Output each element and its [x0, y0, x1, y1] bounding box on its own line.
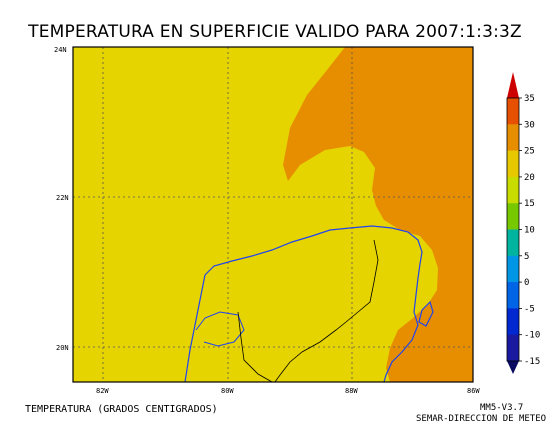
- colorbar: 35 30 25 20 15 10 5 0 -5 -10 -15: [506, 72, 540, 374]
- colorbar-segment: [507, 124, 519, 152]
- colorbar-segment: [507, 308, 519, 336]
- lat-label: 20N: [56, 344, 69, 352]
- colorbar-segment: [507, 282, 519, 309]
- map-title: TEMPERATURA EN SUPERFICIE VALIDO PARA 20…: [28, 22, 522, 42]
- lon-label: 82W: [96, 387, 109, 395]
- colorbar-label: 25: [524, 147, 535, 157]
- colorbar-segment: [507, 334, 519, 362]
- footer-variable-label: TEMPERATURA (GRADOS CENTIGRADOS): [25, 404, 218, 415]
- island-coastline: [418, 300, 434, 327]
- colorbar-label: 5: [524, 252, 529, 262]
- colorbar-segment: [507, 229, 519, 257]
- lat-label: 24N: [54, 46, 67, 54]
- colorbar-label: 30: [524, 120, 535, 130]
- colorbar-segment: [507, 255, 519, 283]
- colorbar-label: 0: [524, 278, 529, 288]
- colorbar-segment: [507, 150, 519, 178]
- state-border: [237, 311, 273, 383]
- colorbar-segment: [507, 203, 519, 230]
- map-grid: [73, 47, 473, 382]
- state-border: [274, 239, 379, 383]
- colorbar-label: 10: [524, 226, 535, 236]
- temperature-band-25-30: [283, 47, 473, 382]
- lon-label: 88W: [345, 387, 358, 395]
- colorbar-label: 15: [524, 199, 535, 209]
- lat-label: 22N: [56, 194, 69, 202]
- lon-label: 80W: [221, 387, 234, 395]
- footer-agency: SEMAR-DIRECCION DE METEO: [416, 414, 547, 424]
- colorbar-segment: [507, 98, 519, 125]
- lagoon-coastline: [195, 311, 245, 347]
- lon-label: 86W: [467, 387, 480, 395]
- colorbar-label: -10: [524, 331, 540, 341]
- footer-model-version: MM5-V3.7: [480, 403, 524, 413]
- colorbar-label: -15: [524, 357, 540, 367]
- coastline: [184, 225, 423, 383]
- map-frame: [72, 46, 474, 383]
- colorbar-bottom-arrow: [507, 361, 519, 374]
- colorbar-segment: [507, 176, 519, 204]
- colorbar-top-arrow: [507, 72, 519, 98]
- colorbar-label: 35: [524, 94, 535, 104]
- colorbar-label: -5: [524, 304, 535, 314]
- colorbar-label: 20: [524, 173, 535, 183]
